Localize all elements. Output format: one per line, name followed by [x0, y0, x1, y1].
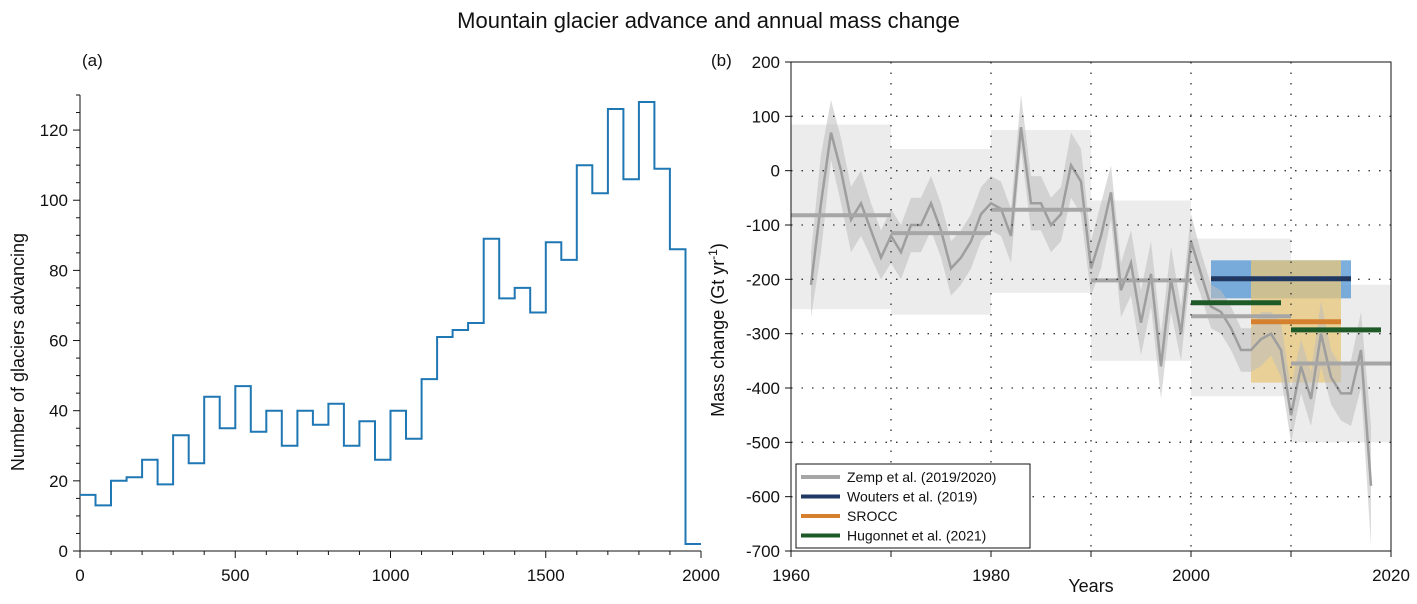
panel-b-y-tick-label: -700: [746, 542, 780, 561]
panel-a-x-tick-label: 1500: [527, 566, 565, 585]
panel-a-x-tick-label: 2000: [682, 566, 720, 585]
panel-b-period-means: [791, 207, 1391, 366]
panel-a-y-tick-label: 60: [49, 332, 68, 351]
panel-b-x-tick-label: 2020: [1372, 566, 1410, 585]
panel-b-x-axis-label: Years: [1068, 576, 1113, 596]
panel-a-label: (a): [82, 51, 103, 70]
panel-a-y-tick-label: 40: [49, 402, 68, 421]
panel-b-x-tick-label: 2000: [1172, 566, 1210, 585]
panel-b-y-tick-label: -100: [746, 216, 780, 235]
panel-b-legend-entry: Hugonnet et al. (2021): [847, 528, 986, 544]
panel-a-y-tick-label: 0: [59, 542, 68, 561]
panel-a: (a) 0 20 40 60 80 100 120 0 500 1000 1500 2000 Numb…: [8, 51, 720, 585]
panel-b-y-tick-label: 100: [752, 107, 780, 126]
panel-a-x-tick-label: 500: [221, 566, 249, 585]
panel-b-y-tick-label: -500: [746, 433, 780, 452]
panel-b-y-tick-label: -400: [746, 379, 780, 398]
panel-b-y-axis-label-sup: -1: [706, 249, 720, 260]
panel-b-y-axis-label: Mass change (Gt yr-1): [706, 243, 728, 417]
panel-b-y-tick-label: -200: [746, 270, 780, 289]
panel-b-legend-entry: Zemp et al. (2019/2020): [847, 469, 996, 485]
panel-b-x-tick-label: 1960: [772, 566, 810, 585]
panel-a-y-axis-label: Number of glaciers advancing: [8, 233, 28, 471]
panel-b-legend: Zemp et al. (2019/2020) Wouters et al. (2…: [795, 463, 1031, 549]
panel-b-y-axis-label-main: Mass change (Gt yr: [708, 260, 728, 417]
panel-a-y-tick-label: 100: [40, 191, 68, 210]
panel-a-y-tick-label: 20: [49, 472, 68, 491]
panel-b: (b) -700 -600 -500 -400 -300 -200 -100 0 100 200 1…: [706, 51, 1410, 596]
panel-a-y-tick-label: 80: [49, 261, 68, 280]
panel-b-annual-series-line: [809, 127, 1373, 486]
panel-b-y-tick-label: -300: [746, 325, 780, 344]
panel-b-legend-entry: SROCC: [847, 508, 898, 524]
panel-b-y-tick-label: 200: [752, 53, 780, 72]
panel-b-y-tick-label: -600: [746, 488, 780, 507]
panel-b-y-axis-label-end: ): [708, 243, 728, 249]
panel-a-ticks: 0 20 40 60 80 100 120 0 500 1000 1500 2000: [40, 94, 720, 585]
panel-b-ticks: -700 -600 -500 -400 -300 -200 -100 0 100 200 1960 1…: [746, 53, 1410, 585]
panel-a-step-line: [80, 101, 701, 545]
panel-a-x-tick-label: 1000: [372, 566, 410, 585]
panel-b-y-tick-label: 0: [771, 162, 780, 181]
panel-a-x-tick-label: 0: [75, 566, 84, 585]
figure-title: Mountain glacier advance and annual mass…: [457, 8, 960, 33]
panel-b-x-tick-label: 1980: [972, 566, 1010, 585]
panel-a-y-tick-label: 120: [40, 121, 68, 140]
panel-b-legend-entry: Wouters et al. (2019): [847, 489, 977, 505]
panel-b-label: (b): [711, 51, 732, 70]
